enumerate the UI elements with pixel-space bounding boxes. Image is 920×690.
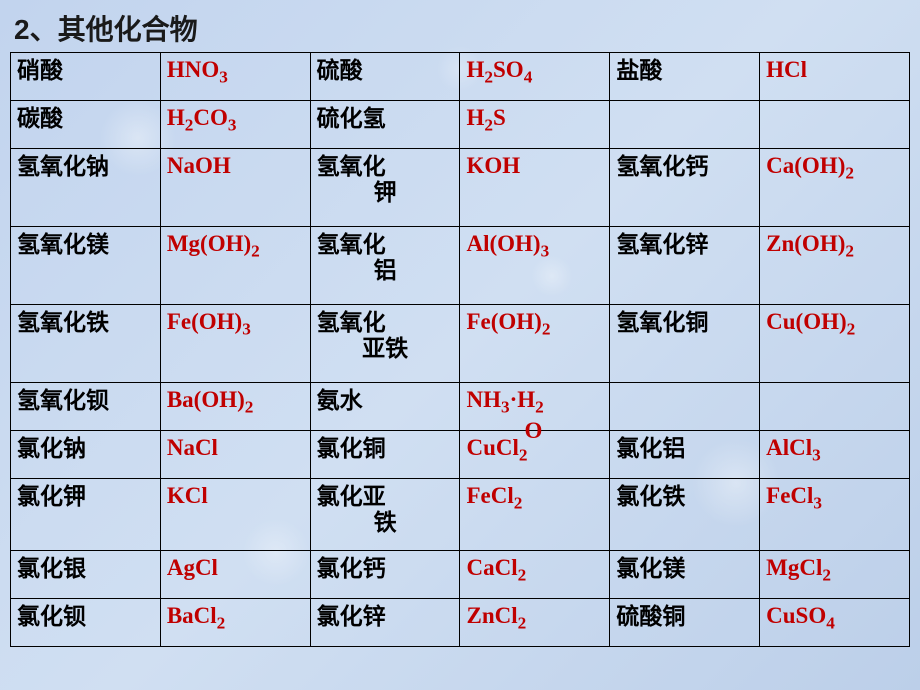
cell-name: 氢氧化镁 xyxy=(11,227,161,305)
cell-formula: CuSO4 xyxy=(760,599,910,647)
cell-name: 硫酸铜 xyxy=(610,599,760,647)
cell-formula: MgCl2 xyxy=(760,551,910,599)
cell-formula: NaCl xyxy=(160,431,310,479)
cell-name: 氢氧化铝 xyxy=(310,227,460,305)
cell-name: 氢氧化铜 xyxy=(610,305,760,383)
cell-name: 氯化铝 xyxy=(610,431,760,479)
cell-name: 氨水 xyxy=(310,383,460,431)
cell-formula: H2CO3 xyxy=(160,101,310,149)
cell-formula: AgCl xyxy=(160,551,310,599)
cell-formula: FeCl2 xyxy=(460,479,610,551)
cell-formula: NaOH xyxy=(160,149,310,227)
cell-empty xyxy=(610,101,760,149)
cell-formula: KOH xyxy=(460,149,610,227)
page-title: 2、其他化合物 xyxy=(14,8,910,48)
cell-formula: KCl xyxy=(160,479,310,551)
cell-empty xyxy=(760,101,910,149)
cell-formula: FeCl3 xyxy=(760,479,910,551)
cell-formula: BaCl2 xyxy=(160,599,310,647)
cell-name: 氯化钡 xyxy=(11,599,161,647)
cell-formula: Al(OH)3 xyxy=(460,227,610,305)
compound-table: 硝酸 HNO3 硫酸 H2SO4 盐酸 HCl 碳酸 H2CO3 硫化氢 H2S… xyxy=(10,52,910,647)
cell-formula: Ca(OH)2 xyxy=(760,149,910,227)
cell-name: 硝酸 xyxy=(11,53,161,101)
cell-formula: AlCl3 xyxy=(760,431,910,479)
cell-name: 氯化亚铁 xyxy=(310,479,460,551)
cell-name: 氯化银 xyxy=(11,551,161,599)
cell-empty xyxy=(760,383,910,431)
cell-name: 氯化锌 xyxy=(310,599,460,647)
cell-name: 硫酸 xyxy=(310,53,460,101)
cell-empty xyxy=(610,383,760,431)
cell-formula: Zn(OH)2 xyxy=(760,227,910,305)
cell-name: 盐酸 xyxy=(610,53,760,101)
cell-name: 氯化铁 xyxy=(610,479,760,551)
cell-name: 氯化铜 xyxy=(310,431,460,479)
cell-name: 氢氧化钡 xyxy=(11,383,161,431)
cell-name: 碳酸 xyxy=(11,101,161,149)
cell-name: 氢氧化钠 xyxy=(11,149,161,227)
cell-formula: CaCl2 xyxy=(460,551,610,599)
cell-name: 氢氧化亚铁 xyxy=(310,305,460,383)
cell-name: 氢氧化钙 xyxy=(610,149,760,227)
cell-formula: H2S xyxy=(460,101,610,149)
cell-formula: Mg(OH)2 xyxy=(160,227,310,305)
cell-name: 氯化镁 xyxy=(610,551,760,599)
cell-formula: Fe(OH)3 xyxy=(160,305,310,383)
cell-formula: HCl xyxy=(760,53,910,101)
cell-name: 氯化钙 xyxy=(310,551,460,599)
cell-name: 氯化钠 xyxy=(11,431,161,479)
cell-name: 氢氧化钾 xyxy=(310,149,460,227)
cell-name: 氢氧化铁 xyxy=(11,305,161,383)
cell-formula: Ba(OH)2 xyxy=(160,383,310,431)
cell-formula: ZnCl2 xyxy=(460,599,610,647)
cell-name: 硫化氢 xyxy=(310,101,460,149)
cell-name: 氯化钾 xyxy=(11,479,161,551)
cell-formula: NH3·H2O xyxy=(460,383,610,431)
cell-formula: Fe(OH)2 xyxy=(460,305,610,383)
cell-formula: HNO3 xyxy=(160,53,310,101)
cell-formula: H2SO4 xyxy=(460,53,610,101)
cell-name: 氢氧化锌 xyxy=(610,227,760,305)
cell-formula: Cu(OH)2 xyxy=(760,305,910,383)
